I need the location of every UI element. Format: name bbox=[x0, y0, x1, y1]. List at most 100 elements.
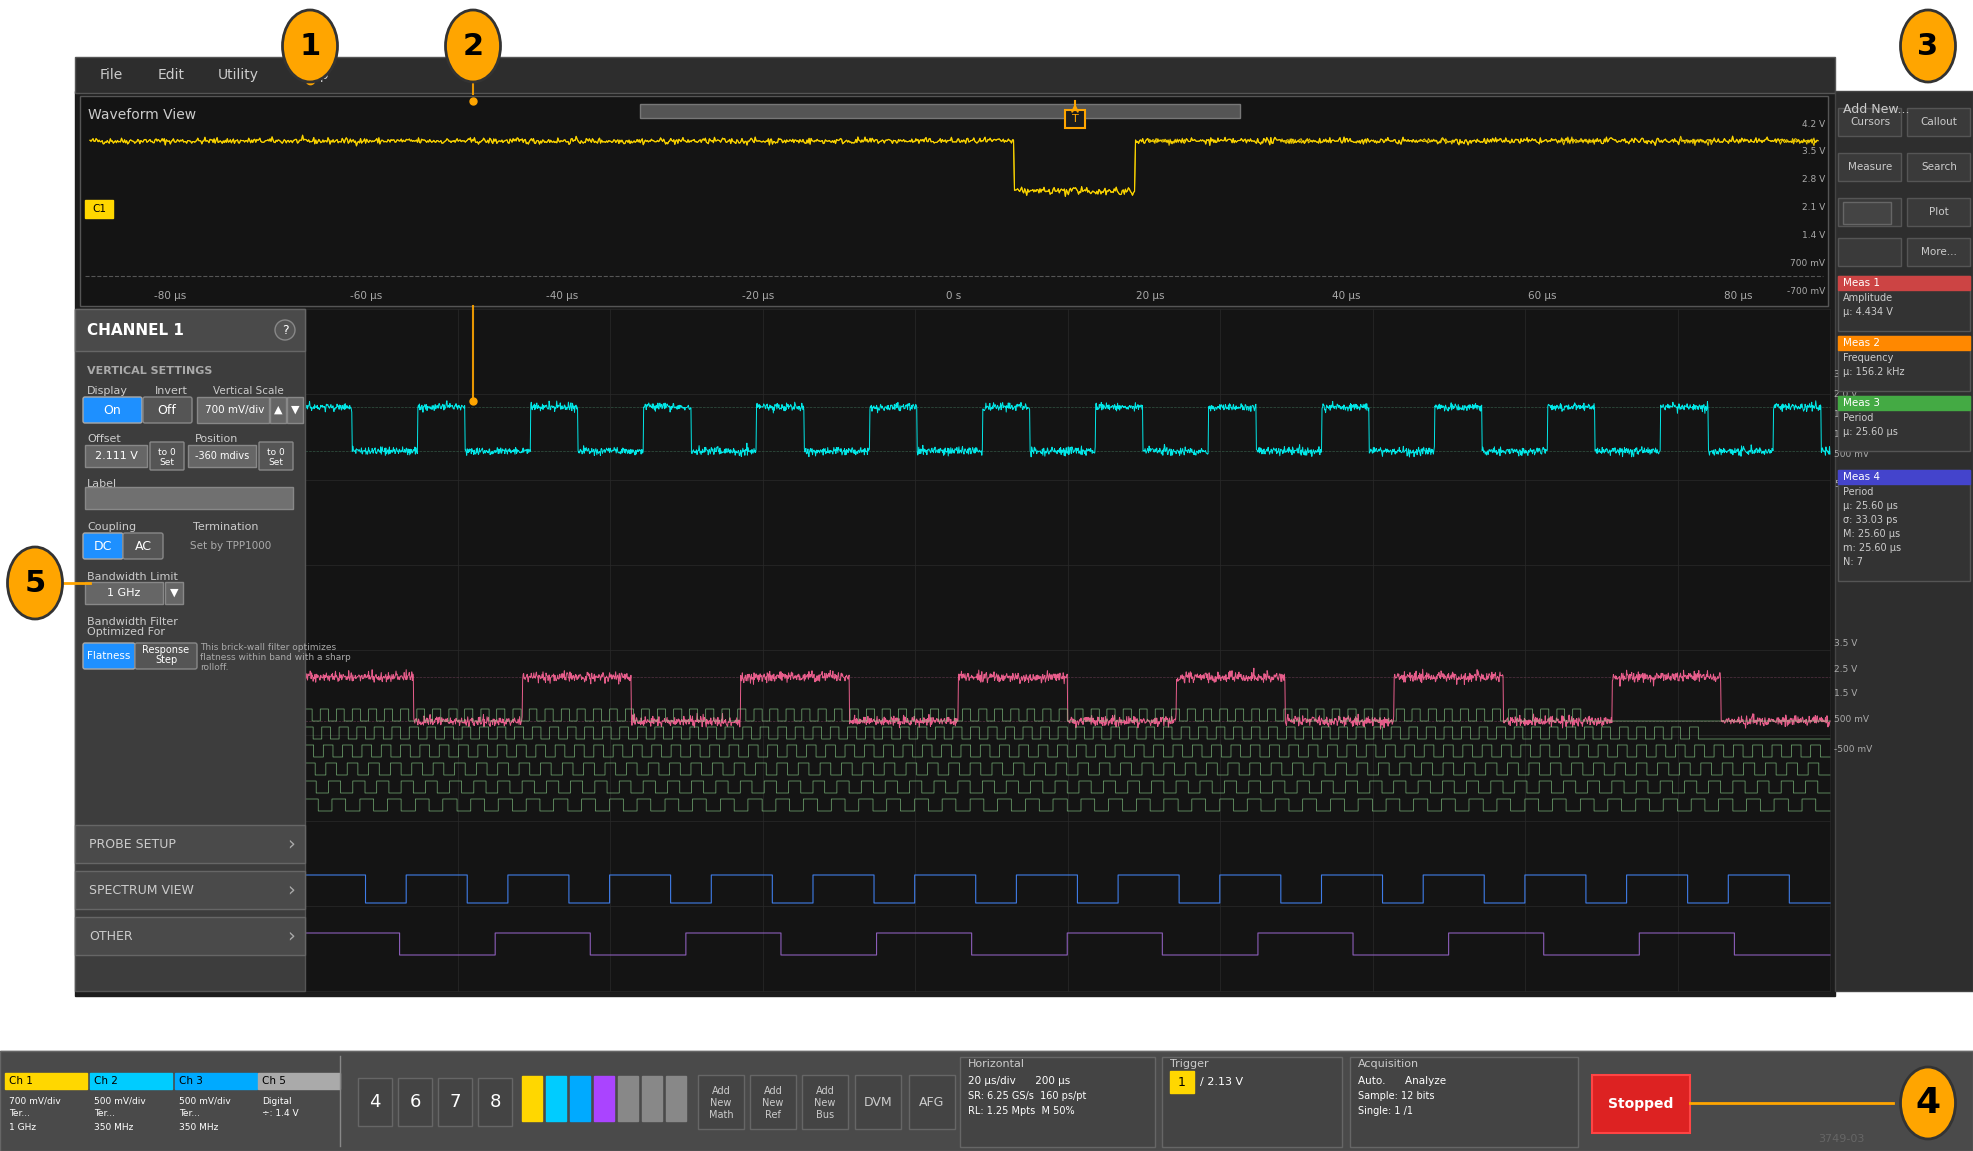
Text: -80 μs: -80 μs bbox=[154, 291, 185, 302]
Bar bbox=[1839, 108, 1902, 136]
Bar bbox=[75, 917, 306, 955]
Text: New: New bbox=[762, 1098, 783, 1108]
Text: -700 mV: -700 mV bbox=[1788, 287, 1825, 296]
Bar bbox=[1908, 108, 1969, 136]
Text: 1.4 V: 1.4 V bbox=[1801, 231, 1825, 239]
Text: ›: › bbox=[288, 834, 294, 854]
Bar bbox=[0, 1051, 1973, 1151]
Text: Set: Set bbox=[160, 457, 174, 466]
Text: Ter...: Ter... bbox=[10, 1110, 30, 1119]
Bar bbox=[1908, 198, 1969, 226]
Text: Utility: Utility bbox=[217, 68, 258, 82]
Text: C1: C1 bbox=[93, 204, 107, 214]
Text: 3.5 V: 3.5 V bbox=[1835, 640, 1857, 648]
Bar bbox=[85, 582, 164, 604]
Text: 2.111 V: 2.111 V bbox=[95, 451, 138, 462]
Bar bbox=[1839, 238, 1902, 266]
Text: VERTICAL SETTINGS: VERTICAL SETTINGS bbox=[87, 366, 213, 376]
Bar bbox=[286, 397, 304, 424]
Text: SPECTRUM VIEW: SPECTRUM VIEW bbox=[89, 884, 193, 897]
Bar bbox=[547, 1076, 566, 1121]
Text: 1 GHz: 1 GHz bbox=[10, 1122, 36, 1131]
FancyBboxPatch shape bbox=[83, 533, 122, 559]
Text: New: New bbox=[815, 1098, 837, 1108]
Text: -360 mdivs: -360 mdivs bbox=[195, 451, 249, 462]
Text: 1.5 V: 1.5 V bbox=[1835, 410, 1857, 419]
Text: Ch 5: Ch 5 bbox=[262, 1076, 286, 1087]
Text: Amplitude: Amplitude bbox=[1843, 294, 1894, 303]
Text: AC: AC bbox=[134, 540, 152, 552]
Text: 8: 8 bbox=[489, 1093, 501, 1111]
Text: ›: › bbox=[288, 881, 294, 899]
Text: flatness within band with a sharp: flatness within band with a sharp bbox=[199, 653, 351, 662]
Bar bbox=[75, 91, 1835, 996]
Text: Ref: Ref bbox=[766, 1110, 781, 1120]
Text: 60 μs: 60 μs bbox=[1527, 291, 1557, 302]
Text: RL: 1.25 Mpts  M 50%: RL: 1.25 Mpts M 50% bbox=[969, 1106, 1075, 1116]
Text: ∕ 2.13 V: ∕ 2.13 V bbox=[1200, 1077, 1243, 1087]
Text: Response: Response bbox=[142, 645, 189, 655]
Ellipse shape bbox=[282, 10, 337, 82]
Bar bbox=[1839, 396, 1969, 410]
Bar bbox=[618, 1076, 637, 1121]
Text: 1: 1 bbox=[1178, 1075, 1186, 1089]
Text: 500 mV: 500 mV bbox=[1835, 715, 1868, 724]
Text: to 0: to 0 bbox=[266, 448, 284, 457]
Text: Position: Position bbox=[195, 434, 239, 444]
Text: ÷: 1.4 V: ÷: 1.4 V bbox=[262, 1110, 298, 1119]
Text: to 0: to 0 bbox=[158, 448, 176, 457]
Text: 2: 2 bbox=[462, 31, 483, 61]
Text: Acquisition: Acquisition bbox=[1357, 1059, 1419, 1069]
Text: Ch 2: Ch 2 bbox=[95, 1076, 118, 1087]
Text: Frequency: Frequency bbox=[1843, 353, 1894, 363]
Text: Ter...: Ter... bbox=[180, 1110, 199, 1119]
Text: Step: Step bbox=[154, 655, 178, 665]
Bar bbox=[1839, 276, 1969, 290]
Bar bbox=[75, 308, 306, 991]
Bar bbox=[75, 871, 306, 909]
Text: Plot: Plot bbox=[1930, 207, 1949, 218]
Text: μ: 4.434 V: μ: 4.434 V bbox=[1843, 307, 1892, 317]
Text: OTHER: OTHER bbox=[89, 930, 132, 943]
Bar bbox=[1592, 1075, 1691, 1133]
Bar bbox=[438, 1078, 472, 1126]
Text: DVM: DVM bbox=[864, 1096, 892, 1108]
Text: 2.0 V: 2.0 V bbox=[1835, 389, 1857, 398]
Text: -20 μs: -20 μs bbox=[742, 291, 773, 302]
Text: Meas 3: Meas 3 bbox=[1843, 398, 1880, 407]
Text: 4.2 V: 4.2 V bbox=[1801, 120, 1825, 129]
Text: 1.0 V: 1.0 V bbox=[1835, 429, 1857, 439]
Bar bbox=[1170, 1070, 1194, 1093]
FancyBboxPatch shape bbox=[134, 643, 197, 669]
Bar bbox=[594, 1076, 614, 1121]
Text: 350 MHz: 350 MHz bbox=[95, 1122, 134, 1131]
Text: 700 mV: 700 mV bbox=[1790, 259, 1825, 268]
Text: μ: 156.2 kHz: μ: 156.2 kHz bbox=[1843, 367, 1904, 378]
Text: 500 mV/div: 500 mV/div bbox=[180, 1097, 231, 1105]
Text: DC: DC bbox=[95, 540, 112, 552]
Bar bbox=[570, 1076, 590, 1121]
Text: 2.8 V: 2.8 V bbox=[1801, 175, 1825, 184]
Text: Help: Help bbox=[298, 68, 329, 82]
Text: Label: Label bbox=[87, 479, 116, 489]
Ellipse shape bbox=[1900, 10, 1955, 82]
FancyBboxPatch shape bbox=[122, 533, 164, 559]
Text: Cursors: Cursors bbox=[1851, 117, 1890, 127]
Text: 20 μs: 20 μs bbox=[1136, 291, 1164, 302]
Text: AFG: AFG bbox=[919, 1096, 945, 1108]
Text: μ: 25.60 μs: μ: 25.60 μs bbox=[1843, 427, 1898, 437]
Text: Termination: Termination bbox=[193, 523, 258, 532]
Text: 700 mV/div: 700 mV/div bbox=[10, 1097, 61, 1105]
Bar bbox=[176, 1073, 256, 1089]
Text: Add: Add bbox=[764, 1087, 783, 1096]
Text: Ch 3: Ch 3 bbox=[180, 1076, 203, 1087]
Text: ▼: ▼ bbox=[170, 588, 178, 599]
Text: M: 25.60 μs: M: 25.60 μs bbox=[1843, 529, 1900, 539]
Text: N: 7: N: 7 bbox=[1843, 557, 1863, 567]
Bar bbox=[1908, 153, 1969, 181]
FancyBboxPatch shape bbox=[258, 442, 294, 470]
Text: CHANNEL 1: CHANNEL 1 bbox=[87, 322, 183, 337]
Bar bbox=[270, 397, 286, 424]
Bar bbox=[667, 1076, 687, 1121]
Bar bbox=[1839, 336, 1969, 350]
